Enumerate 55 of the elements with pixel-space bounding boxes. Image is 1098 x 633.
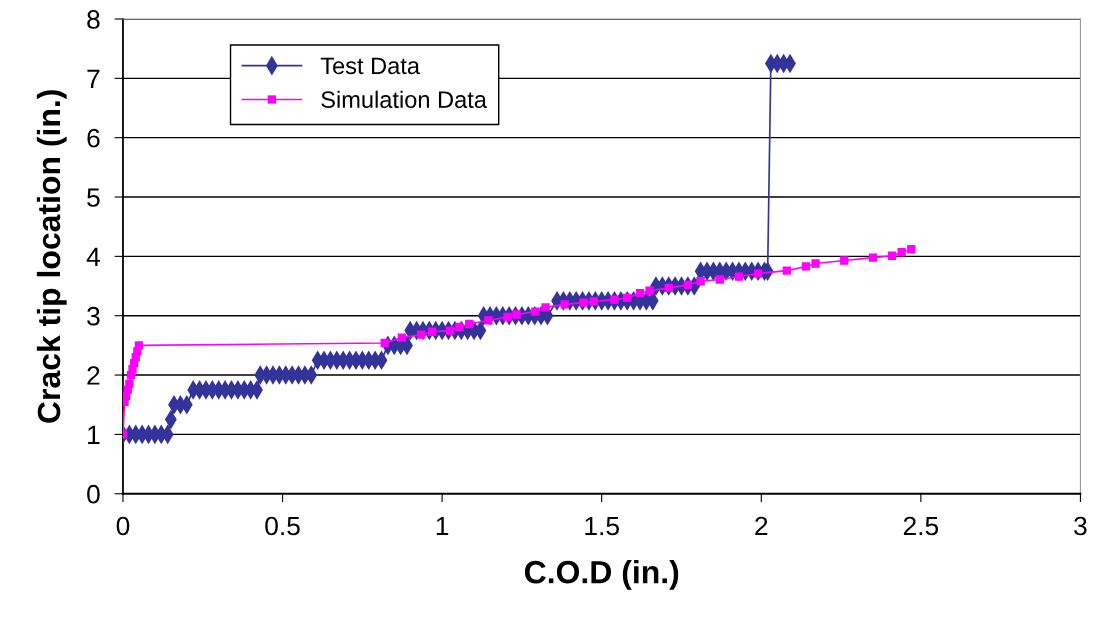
point — [125, 379, 134, 389]
point — [579, 298, 588, 307]
point — [610, 295, 619, 304]
point — [645, 286, 654, 295]
y-tick-label: 4 — [86, 247, 100, 266]
point — [455, 322, 464, 332]
x-tick-label: 0.5 — [265, 516, 300, 536]
y-tick-label: 2 — [87, 366, 100, 385]
x-axis-title: C.O.D (in.) — [524, 560, 679, 590]
legend-label: Test Data — [320, 57, 420, 75]
point — [541, 303, 550, 312]
point — [897, 248, 906, 257]
point — [484, 316, 493, 325]
point — [428, 327, 437, 336]
y-tick-label: 7 — [87, 69, 100, 88]
point — [734, 272, 744, 281]
point — [782, 266, 791, 275]
point — [531, 307, 540, 316]
x-tick-label: 1 — [436, 516, 449, 536]
y-tick-label: 5 — [87, 188, 100, 207]
point — [589, 297, 598, 306]
point — [503, 312, 512, 322]
point — [134, 341, 144, 350]
y-tick-label: 6 — [87, 128, 100, 148]
point — [397, 333, 407, 342]
point — [635, 288, 645, 298]
x-tick-label: 2 — [755, 516, 768, 536]
point — [683, 280, 693, 290]
point — [907, 245, 916, 254]
point — [465, 319, 474, 329]
x-tick-label: 0 — [116, 516, 130, 536]
x-tick-label: 1.5 — [585, 516, 619, 536]
y-tick-label: 8 — [87, 10, 100, 29]
y-tick-label: 0 — [87, 484, 100, 504]
y-tick-label: 1 — [88, 425, 100, 444]
point — [715, 275, 724, 284]
point — [887, 251, 897, 260]
point — [623, 293, 632, 303]
point — [512, 310, 521, 319]
point — [445, 326, 455, 335]
legend-label: Simulation Data — [321, 90, 487, 108]
point — [801, 262, 811, 271]
point — [696, 277, 705, 286]
point — [416, 330, 426, 339]
point — [753, 269, 763, 278]
x-tick-label: 2.5 — [903, 516, 939, 536]
x-tick-label: 3 — [1074, 516, 1087, 536]
y-axis-title: Crack tip location (in.) — [36, 90, 67, 423]
point — [811, 259, 820, 268]
point — [560, 300, 569, 309]
point — [840, 256, 849, 265]
point — [664, 283, 673, 292]
y-tick-label: 3 — [87, 306, 100, 326]
point — [868, 253, 878, 262]
point — [380, 338, 389, 348]
